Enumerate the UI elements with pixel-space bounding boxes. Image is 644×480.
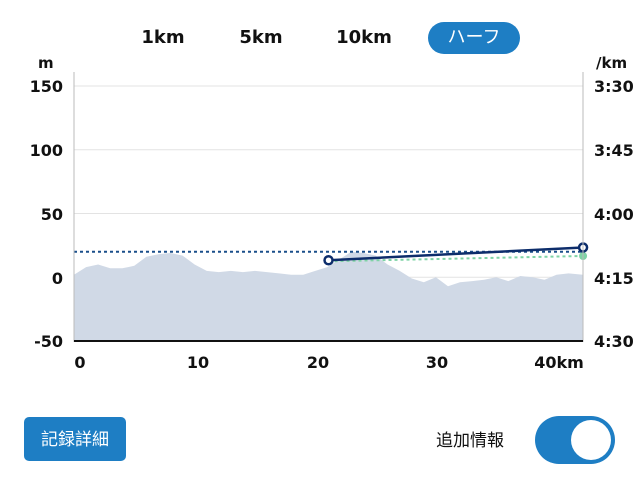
pace-line bbox=[328, 246, 584, 262]
right-axis-unit: /km bbox=[596, 54, 627, 72]
distance-tabs: 1km 5km 10km ハーフ bbox=[0, 22, 644, 56]
right-tick-330: 3:30 bbox=[594, 77, 634, 96]
tab-5km[interactable]: 5km bbox=[239, 27, 283, 48]
x-tick-0: 0 bbox=[74, 353, 85, 372]
extra-info-label: 追加情報 bbox=[436, 431, 504, 451]
pace-point-start bbox=[323, 255, 334, 266]
x-tick-20: 20 bbox=[307, 353, 329, 372]
tab-half[interactable]: ハーフ bbox=[428, 22, 520, 54]
left-tick-50: 50 bbox=[41, 205, 63, 224]
x-tick-30: 30 bbox=[426, 353, 448, 372]
right-tick-430: 4:30 bbox=[594, 332, 634, 351]
grid bbox=[74, 85, 583, 278]
left-axis-unit: m bbox=[38, 54, 54, 72]
left-tick-minus50: -50 bbox=[34, 332, 63, 351]
left-tick-150: 150 bbox=[30, 77, 63, 96]
right-tick-400: 4:00 bbox=[594, 205, 634, 224]
left-tick-100: 100 bbox=[30, 141, 63, 160]
x-tick-10: 10 bbox=[187, 353, 209, 372]
x-tick-40km: 40km bbox=[534, 353, 584, 372]
left-tick-0: 0 bbox=[52, 269, 63, 288]
record-detail-button[interactable]: 記録詳細 bbox=[24, 417, 126, 461]
extra-info-toggle[interactable] bbox=[535, 416, 615, 464]
tab-10km[interactable]: 10km bbox=[336, 27, 392, 48]
right-tick-415: 4:15 bbox=[594, 269, 634, 288]
right-tick-345: 3:45 bbox=[594, 141, 634, 160]
pace-elevation-chart: m /km 150 100 50 0 -50 3:30 3:45 4:00 4:… bbox=[30, 54, 634, 372]
projected-pace-line bbox=[328, 255, 584, 263]
tab-1km[interactable]: 1km bbox=[141, 27, 185, 48]
toggle-knob bbox=[571, 420, 611, 460]
elevation-area bbox=[74, 251, 583, 341]
